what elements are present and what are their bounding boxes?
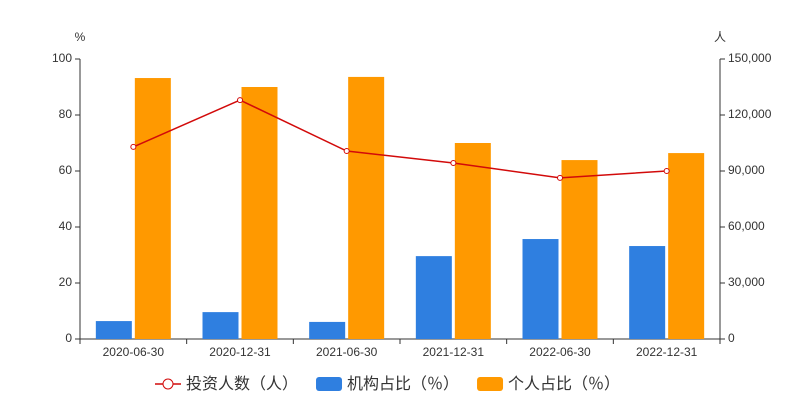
line-point — [237, 97, 243, 104]
bar — [561, 160, 598, 339]
bar — [241, 87, 278, 339]
bar — [415, 256, 452, 339]
x-tick-label: 2021-06-30 — [316, 345, 378, 359]
bar — [95, 321, 132, 339]
bar — [309, 321, 346, 339]
line — [133, 99, 667, 179]
y2-tick-label: 60,000 — [728, 219, 765, 233]
bar — [454, 143, 491, 339]
x-tick-label: 2020-06-30 — [103, 345, 165, 359]
line-point — [450, 159, 457, 166]
y-tick-label: 20 — [59, 275, 73, 289]
y2-axis-unit: 人 — [714, 30, 726, 44]
x-tick-label: 2022-12-31 — [636, 345, 698, 359]
line-point — [130, 143, 137, 150]
legend-symbol — [316, 377, 343, 391]
y-axis-unit: % — [75, 30, 86, 44]
y2-tick-label: 0 — [728, 331, 735, 345]
line-point — [343, 148, 350, 155]
bar — [134, 78, 171, 339]
bar — [202, 312, 239, 339]
y-tick-label: 40 — [59, 219, 73, 233]
bar — [522, 239, 559, 339]
y-tick-label: 80 — [59, 107, 73, 121]
y2-tick-label: 90,000 — [728, 163, 765, 177]
y-tick-label: 60 — [59, 163, 73, 177]
bar — [348, 76, 385, 340]
y-tick-label: 100 — [52, 51, 72, 65]
bar — [668, 153, 705, 339]
legend-symbol — [162, 378, 174, 390]
legend-symbol — [477, 377, 504, 391]
y2-tick-label: 150,000 — [728, 51, 772, 65]
x-tick-label: 2021-12-31 — [423, 345, 485, 359]
y2-tick-label: 30,000 — [728, 275, 765, 289]
line-point — [663, 168, 670, 174]
legend-label: 投资人数（人） — [186, 375, 298, 393]
x-tick-label: 2020-12-31 — [209, 345, 271, 359]
y-tick-label: 0 — [65, 331, 72, 345]
bar — [629, 246, 666, 339]
line-point — [557, 174, 563, 181]
legend-label: 机构占比（％） — [347, 375, 459, 393]
y2-tick-label: 120,000 — [728, 107, 772, 121]
legend-label: 个人占比（％） — [508, 375, 620, 393]
x-tick-label: 2022-06-30 — [529, 345, 591, 359]
